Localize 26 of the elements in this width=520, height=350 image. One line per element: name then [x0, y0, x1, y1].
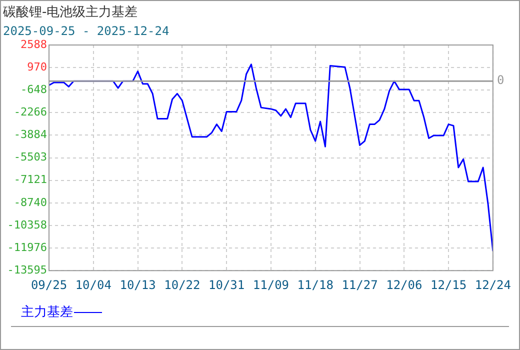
chart-subtitle: 2025-09-25 - 2025-12-24	[3, 24, 170, 38]
y-tick-label: -10358	[7, 218, 47, 232]
y-tick-label: -11976	[7, 240, 47, 254]
y-tick-label: -648	[20, 82, 47, 96]
x-tick-label: 11/09	[252, 278, 290, 292]
x-tick-label: 11/27	[342, 278, 378, 292]
x-tick-label: 10/31	[208, 278, 245, 292]
y-tick-label: -3884	[14, 128, 48, 142]
x-tick-label: 12/15	[430, 278, 467, 292]
x-tick-label: 10/04	[75, 278, 112, 292]
chart-title: 碳酸锂-电池级主力基差	[2, 4, 138, 20]
y-tick-label: 2588	[20, 38, 47, 51]
y-tick-label: 970	[27, 60, 47, 74]
x-tick-label: 12/24	[474, 278, 511, 292]
legend-label: 主力基差	[21, 304, 73, 321]
x-tick-label: 09/25	[30, 278, 68, 292]
x-tick-label: 12/06	[386, 278, 422, 292]
x-tick-label: 11/18	[297, 278, 334, 292]
y-tick-label: -7121	[14, 173, 47, 186]
x-tick-label: 10/22	[164, 278, 200, 292]
y-tick-label: -5503	[14, 150, 47, 164]
y-tick-label: -13595	[7, 263, 47, 276]
y-tick-label: -8740	[14, 196, 47, 209]
x-tick-label: 10/13	[120, 278, 156, 292]
y-tick-label: -2266	[14, 106, 47, 119]
ref-line-label: 0	[496, 73, 504, 88]
